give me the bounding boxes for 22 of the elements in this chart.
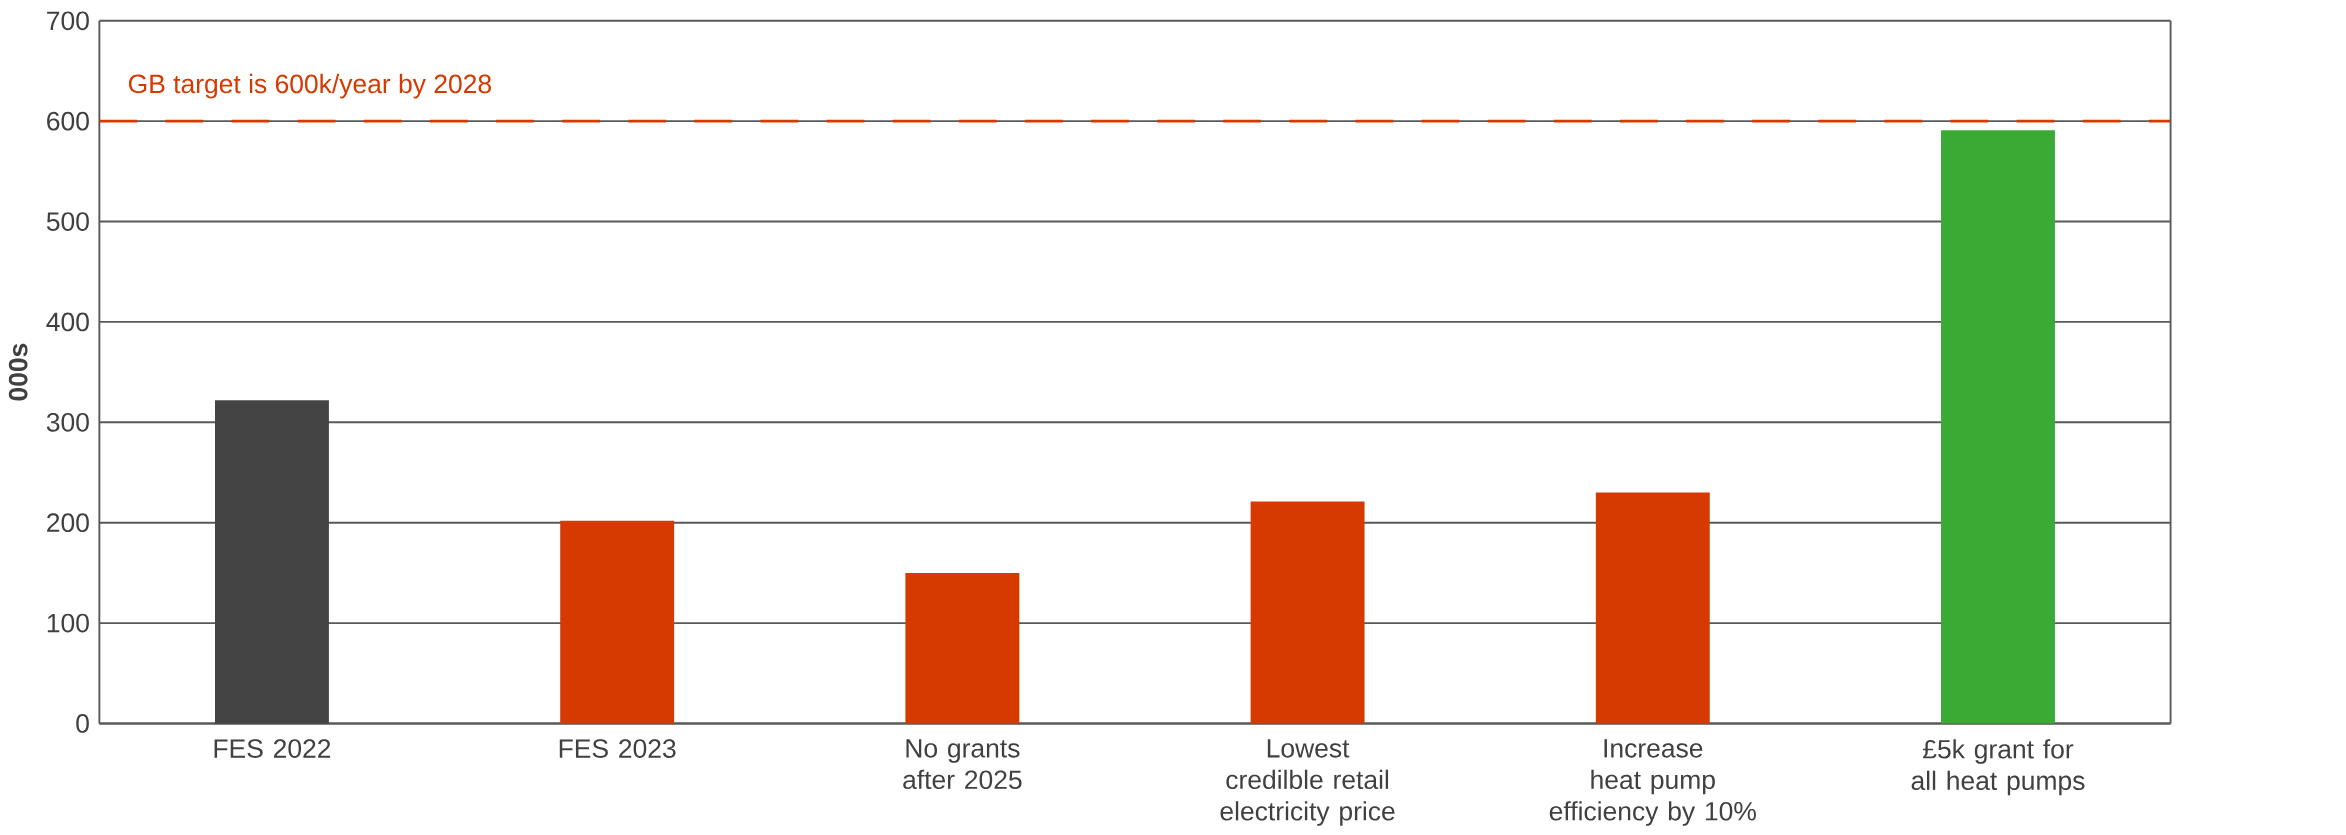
x-tick-label: FES 2023 xyxy=(559,739,676,759)
y-tick-label: 600 xyxy=(47,111,89,131)
y-axis-title: 000s xyxy=(8,343,28,401)
y-tick-label: 200 xyxy=(47,513,89,533)
x-tick-label: £5k grant for all heat pumps xyxy=(1911,739,2085,796)
x-tick-label: Increase heat pump efficiency by 10% xyxy=(1549,739,1756,827)
x-tick-label: No grants after 2025 xyxy=(903,739,1022,790)
y-tick-label: 0 xyxy=(76,714,89,733)
y-tick-label: 300 xyxy=(46,413,89,432)
bar xyxy=(1941,130,2055,724)
x-tick-label: Lowest credilble retail electricity price xyxy=(1220,739,1395,827)
ref-line-label: GB target is 600k/year by 2028 xyxy=(128,74,491,99)
y-tick-label: 400 xyxy=(46,312,89,332)
y-tick-label: 500 xyxy=(46,212,89,232)
bar xyxy=(1595,492,1710,724)
y-tick-label: 100 xyxy=(47,613,89,633)
y-tick-label: 700 xyxy=(47,11,89,31)
bar xyxy=(1250,501,1365,724)
bar xyxy=(905,573,1020,724)
x-tick-label: FES 2022 xyxy=(214,739,331,759)
bar xyxy=(215,400,329,724)
bar xyxy=(560,520,675,724)
